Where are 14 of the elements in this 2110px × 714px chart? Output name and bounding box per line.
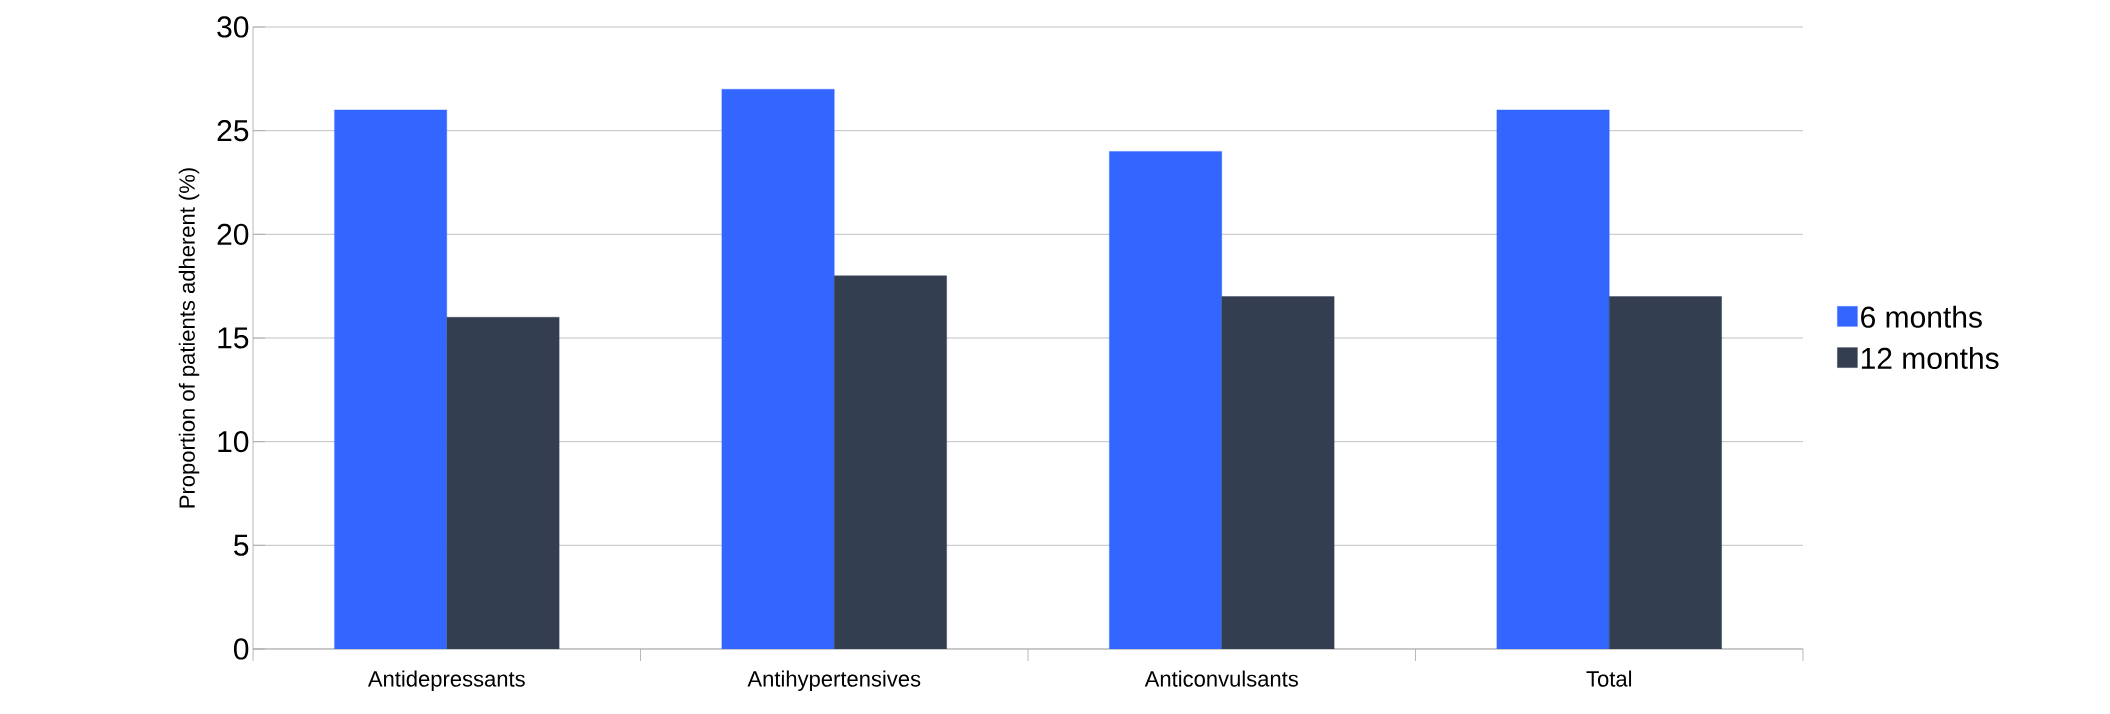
y-tick-label: 20 — [217, 223, 249, 245]
y-tick-label: 30 — [217, 16, 249, 38]
x-tick-label: Antihypertensives — [747, 670, 921, 692]
y-tick-label: 5 — [234, 534, 249, 556]
legend-label: 6 months — [1861, 305, 1982, 328]
y-tick-label: 0 — [233, 638, 249, 660]
legend-label: 12 months — [1861, 346, 1999, 370]
y-tick-label: 25 — [217, 120, 249, 142]
x-tick-label: Antidepressants — [367, 670, 525, 692]
x-tick-label: Anticonvulsants — [1144, 670, 1298, 687]
y-tick-label: 15 — [218, 327, 249, 349]
x-tick-label: Total — [1586, 670, 1632, 687]
y-axis-title: Proportion of patients adherent (%) — [178, 168, 200, 508]
y-tick-label: 10 — [218, 431, 249, 453]
